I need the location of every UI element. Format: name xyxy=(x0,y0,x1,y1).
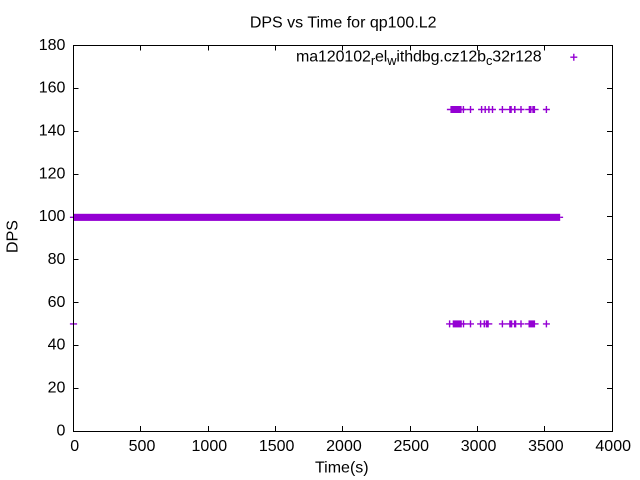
svg-text:0: 0 xyxy=(56,422,65,439)
svg-text:Time(s): Time(s) xyxy=(315,459,369,476)
svg-text:3000: 3000 xyxy=(461,438,497,455)
svg-text:DPS vs Time for qp100.L2: DPS vs Time for qp100.L2 xyxy=(250,15,437,32)
svg-text:120: 120 xyxy=(39,165,66,182)
svg-text:500: 500 xyxy=(129,438,156,455)
svg-text:1500: 1500 xyxy=(259,438,295,455)
svg-text:180: 180 xyxy=(39,37,66,54)
svg-text:60: 60 xyxy=(48,294,66,311)
svg-text:2000: 2000 xyxy=(326,438,362,455)
svg-text:160: 160 xyxy=(39,80,66,97)
svg-text:80: 80 xyxy=(48,251,66,268)
svg-text:140: 140 xyxy=(39,123,66,140)
svg-text:3500: 3500 xyxy=(528,438,564,455)
svg-text:40: 40 xyxy=(48,337,66,354)
svg-text:0: 0 xyxy=(70,438,79,455)
svg-text:ma120102relwithdbg.cz12bc32r12: ma120102relwithdbg.cz12bc32r128 xyxy=(296,48,542,67)
svg-text:DPS: DPS xyxy=(5,220,22,253)
svg-text:4000: 4000 xyxy=(595,438,631,455)
svg-text:100: 100 xyxy=(39,208,66,225)
svg-text:20: 20 xyxy=(48,380,66,397)
svg-text:2500: 2500 xyxy=(393,438,429,455)
svg-text:1000: 1000 xyxy=(192,438,228,455)
